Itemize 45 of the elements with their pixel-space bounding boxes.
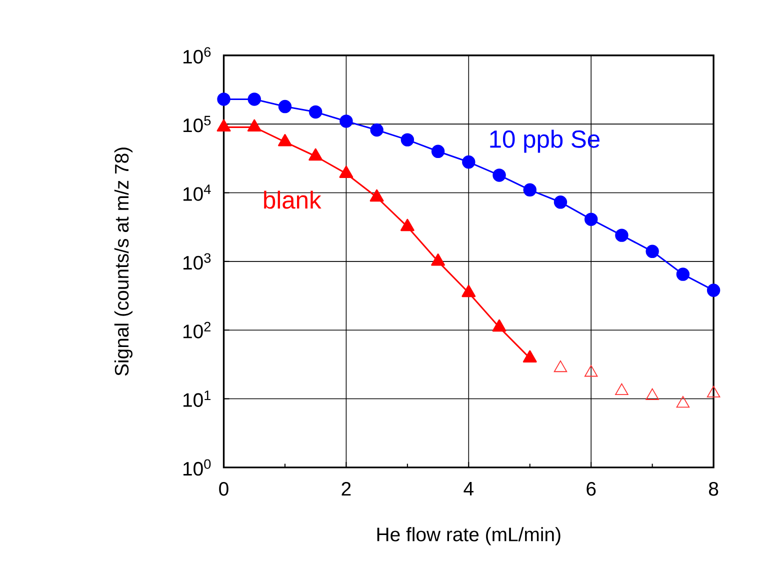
- y-tick-label: 10$^{3}$: [183, 253, 211, 270]
- point: [462, 284, 476, 297]
- point: [340, 114, 353, 128]
- point: [217, 92, 230, 106]
- point: [492, 168, 506, 182]
- point: [400, 218, 414, 231]
- point: [523, 183, 536, 196]
- point: [646, 244, 659, 258]
- point: [646, 388, 659, 400]
- x-tick-label: 2: [342, 482, 351, 496]
- x-tick-label: 0: [219, 482, 228, 496]
- y-tick-label: 10$^{5}$: [183, 116, 211, 132]
- y-axis-title: Signal (counts/s at m/z 78): [114, 147, 132, 376]
- point: [248, 92, 261, 106]
- point: [522, 350, 537, 362]
- x-tick-label: 8: [709, 482, 718, 496]
- point: [676, 396, 690, 408]
- point: [339, 166, 354, 178]
- y-tick-label: 10$^{0}$: [183, 459, 211, 476]
- point: [278, 100, 292, 114]
- x-axis-title: He flow rate (mL/min): [377, 526, 560, 546]
- x-tick-label: 6: [586, 482, 596, 496]
- point: [554, 195, 568, 209]
- point: [431, 253, 445, 266]
- y-tick-label: 10$^{6}$: [183, 47, 211, 64]
- y-tick-label: 10$^{4}$: [183, 184, 211, 201]
- point: [431, 144, 445, 158]
- y-tick-label: 10$^{2}$: [183, 322, 210, 338]
- point: [615, 228, 628, 242]
- y-tick-label: 10$^{1}$: [183, 390, 211, 407]
- point: [676, 268, 690, 281]
- x-tick-label: 4: [464, 482, 474, 496]
- point: [706, 386, 720, 398]
- point: [492, 319, 506, 332]
- point: [462, 155, 476, 169]
- point: [370, 123, 384, 136]
- point: [615, 383, 628, 395]
- point: [308, 105, 322, 118]
- point: [400, 133, 414, 146]
- series-label: blank: [264, 190, 322, 209]
- point: [370, 189, 384, 202]
- point: [554, 360, 568, 372]
- point: [706, 284, 720, 297]
- point: [584, 364, 598, 377]
- point: [584, 212, 598, 226]
